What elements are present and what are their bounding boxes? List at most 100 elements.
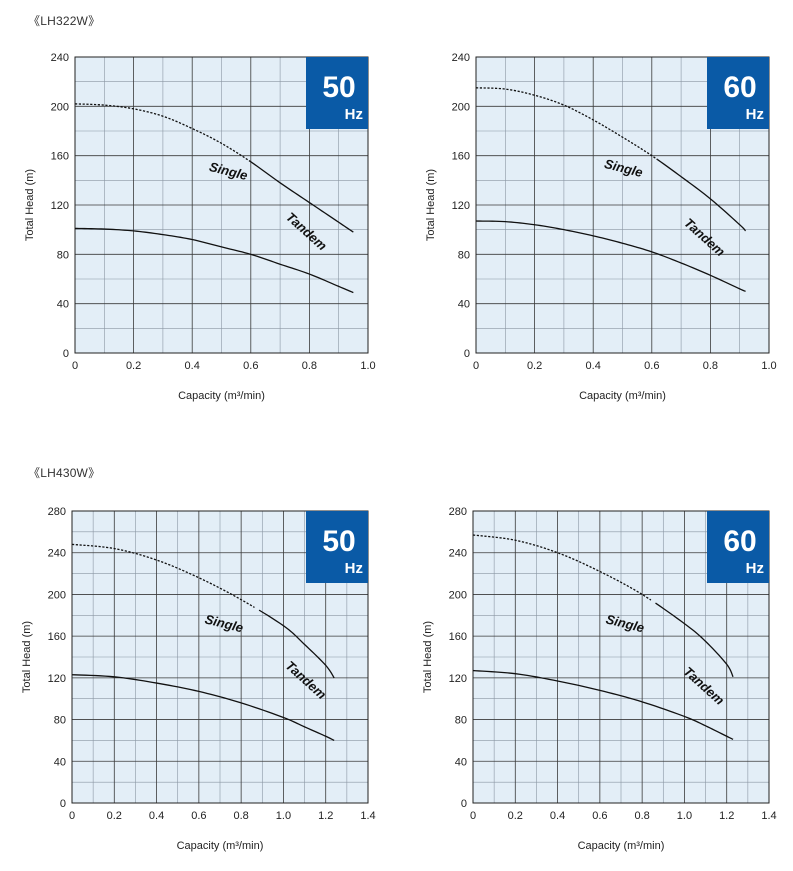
- x-axis-label: Capacity (m³/min): [578, 840, 665, 852]
- badge-unit: Hz: [746, 560, 764, 577]
- y-tick-label: 240: [452, 52, 470, 64]
- x-tick-label: 1.4: [761, 810, 776, 822]
- y-tick-label: 0: [63, 348, 69, 360]
- x-tick-label: 0.4: [149, 810, 164, 822]
- chart-3: 0 0.2 0.4 0.6 0.8 1.0 1.2 1.4 0 40 80 120 160 200 240 2…: [21, 506, 376, 852]
- y-tick-label: 240: [449, 548, 467, 560]
- x-tick-label: 0.2: [107, 810, 122, 822]
- x-tick-label: 0.6: [191, 810, 206, 822]
- tandem-curve: [258, 609, 335, 679]
- y-tick-label: 200: [51, 101, 69, 113]
- section-title-lh430w: 《LH430W》: [28, 466, 101, 480]
- frequency-badge: [707, 57, 769, 129]
- y-tick-label: 80: [458, 249, 470, 261]
- y-tick-label: 280: [449, 506, 467, 518]
- badge-number: 50: [322, 71, 355, 104]
- y-axis-label: Total Head (m): [21, 621, 33, 693]
- y-tick-label: 200: [48, 589, 66, 601]
- plot-frame: [71, 510, 369, 804]
- y-tick-label: 160: [449, 631, 467, 643]
- y-tick-label: 40: [458, 299, 470, 311]
- badge-unit: Hz: [345, 106, 363, 123]
- y-tick-label: 120: [48, 673, 66, 685]
- tandem-curve-dashed: [71, 543, 255, 608]
- badge-unit: Hz: [746, 106, 764, 123]
- x-axis-label: Capacity (m³/min): [177, 840, 264, 852]
- y-tick-label: 40: [455, 756, 467, 768]
- badge-number: 60: [723, 71, 756, 104]
- x-tick-label: 0.4: [586, 360, 601, 372]
- tandem-curve: [250, 161, 354, 233]
- x-tick-label: 1.2: [318, 810, 333, 822]
- x-tick-label: 1.2: [719, 810, 734, 822]
- frequency-badge: [306, 511, 368, 583]
- y-axis-label: Total Head (m): [425, 169, 437, 241]
- y-tick-label: 0: [60, 798, 66, 810]
- x-axis-label: Capacity (m³/min): [579, 390, 666, 402]
- plot-frame: [74, 56, 369, 354]
- minor-grid: [72, 511, 368, 803]
- x-tick-label: 0.6: [243, 360, 258, 372]
- badge-number: 60: [723, 525, 756, 558]
- x-tick-label: 0.6: [644, 360, 659, 372]
- plot-frame: [472, 510, 770, 804]
- x-tick-label: 1.0: [677, 810, 692, 822]
- y-tick-label: 200: [452, 101, 470, 113]
- x-tick-label: 0.4: [185, 360, 200, 372]
- x-tick-label: 0: [470, 810, 476, 822]
- y-tick-label: 80: [54, 715, 66, 727]
- x-tick-label: 0.4: [550, 810, 565, 822]
- x-tick-label: 1.4: [360, 810, 375, 822]
- tandem-curve: [655, 602, 734, 678]
- y-tick-label: 160: [48, 631, 66, 643]
- tandem-curve-dashed: [472, 534, 652, 601]
- y-tick-label: 0: [464, 348, 470, 360]
- x-axis-label: Capacity (m³/min): [178, 390, 265, 402]
- x-tick-label: 0.8: [634, 810, 649, 822]
- single-curve: [472, 669, 734, 740]
- frequency-badge: [306, 57, 368, 129]
- chart-2: 0 0.2 0.4 0.6 0.8 1.0 0 40 80 120 160 200 240 Capacit…: [425, 52, 777, 402]
- y-tick-label: 120: [452, 200, 470, 212]
- x-tick-label: 0: [72, 360, 78, 372]
- x-tick-label: 0: [69, 810, 75, 822]
- y-tick-label: 80: [57, 249, 69, 261]
- chart-1: 0 0.2 0.4 0.6 0.8 1.0 0 40 80 120 160 200 240 Capacit…: [24, 52, 376, 402]
- section-title-lh322w: 《LH322W》: [28, 14, 101, 28]
- x-tick-label: 1.0: [761, 360, 776, 372]
- tandem-curve-dashed: [74, 103, 252, 163]
- y-tick-label: 200: [449, 589, 467, 601]
- y-tick-label: 0: [461, 798, 467, 810]
- y-tick-label: 80: [455, 715, 467, 727]
- y-tick-label: 280: [48, 506, 66, 518]
- x-tick-label: 0.2: [527, 360, 542, 372]
- y-tick-label: 40: [54, 756, 66, 768]
- frequency-badge: [707, 511, 769, 583]
- x-tick-label: 1.0: [276, 810, 291, 822]
- y-tick-label: 120: [449, 673, 467, 685]
- plot-frame: [475, 56, 770, 354]
- y-tick-label: 40: [57, 299, 69, 311]
- x-tick-label: 1.0: [360, 360, 375, 372]
- tandem-curve: [657, 159, 747, 232]
- x-tick-label: 0: [473, 360, 479, 372]
- badge-number: 50: [322, 525, 355, 558]
- badge-unit: Hz: [345, 560, 363, 577]
- y-axis-label: Total Head (m): [422, 621, 434, 693]
- x-tick-label: 0.8: [233, 810, 248, 822]
- x-tick-label: 0.8: [302, 360, 317, 372]
- y-tick-label: 240: [51, 52, 69, 64]
- chart-4: 0 0.2 0.4 0.6 0.8 1.0 1.2 1.4 0 40 80 120 160 200 240 2…: [422, 506, 777, 852]
- y-tick-label: 120: [51, 200, 69, 212]
- y-tick-label: 160: [452, 151, 470, 163]
- x-tick-label: 0.2: [126, 360, 141, 372]
- y-tick-label: 160: [51, 151, 69, 163]
- single-curve: [74, 227, 354, 294]
- x-tick-label: 0.2: [508, 810, 523, 822]
- x-tick-label: 0.6: [592, 810, 607, 822]
- x-tick-label: 0.8: [703, 360, 718, 372]
- single-curve: [71, 674, 335, 742]
- y-axis-label: Total Head (m): [24, 169, 36, 241]
- single-curve: [475, 220, 746, 292]
